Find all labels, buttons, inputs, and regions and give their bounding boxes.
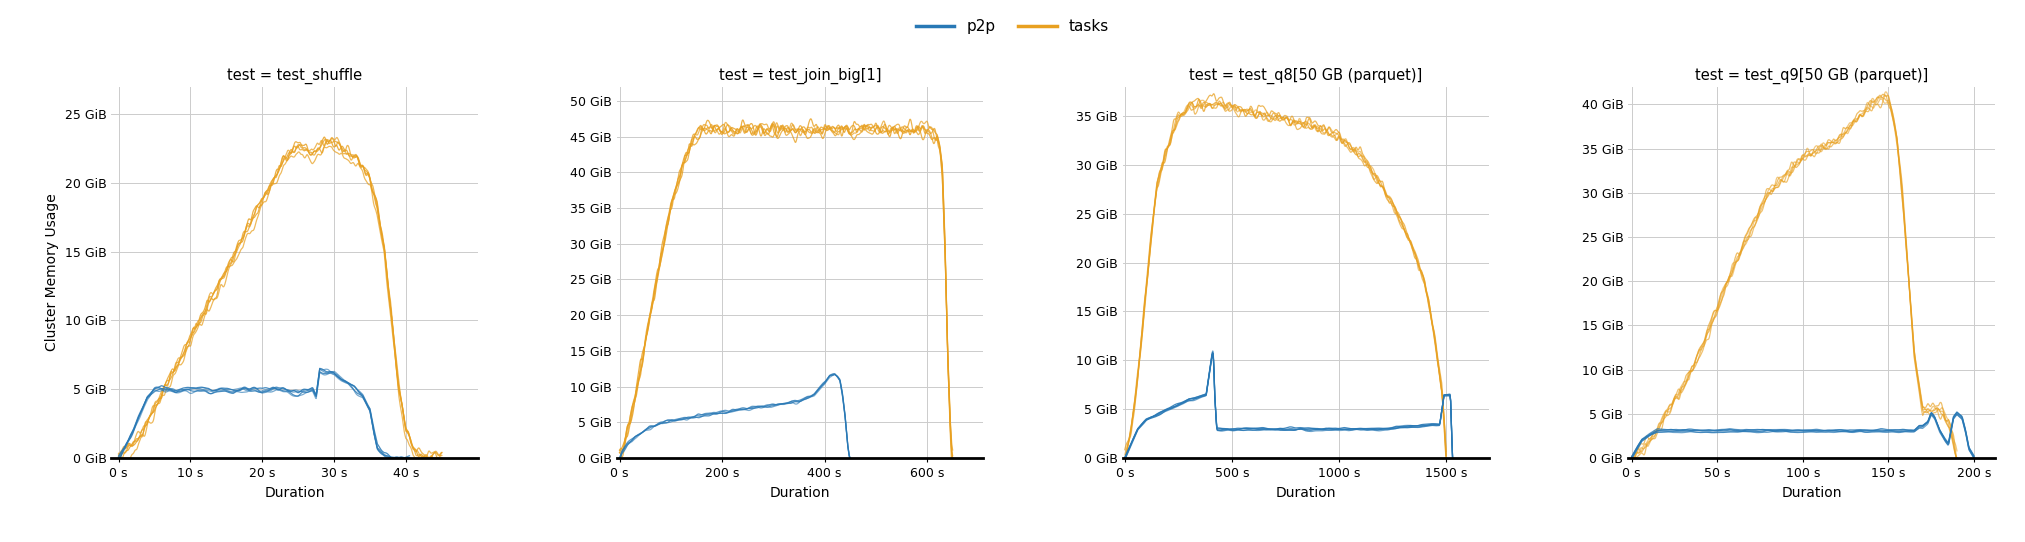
- Title: test = test_q9[50 GB (parquet)]: test = test_q9[50 GB (parquet)]: [1695, 68, 1928, 84]
- Legend: p2p, tasks: p2p, tasks: [909, 13, 1116, 40]
- X-axis label: Duration: Duration: [770, 486, 830, 500]
- Title: test = test_shuffle: test = test_shuffle: [227, 68, 362, 84]
- X-axis label: Duration: Duration: [1782, 486, 1841, 500]
- Title: test = test_join_big[1]: test = test_join_big[1]: [719, 68, 881, 84]
- Y-axis label: Cluster Memory Usage: Cluster Memory Usage: [45, 193, 59, 351]
- Title: test = test_q8[50 GB (parquet)]: test = test_q8[50 GB (parquet)]: [1189, 68, 1422, 84]
- X-axis label: Duration: Duration: [265, 486, 324, 500]
- X-axis label: Duration: Duration: [1276, 486, 1336, 500]
